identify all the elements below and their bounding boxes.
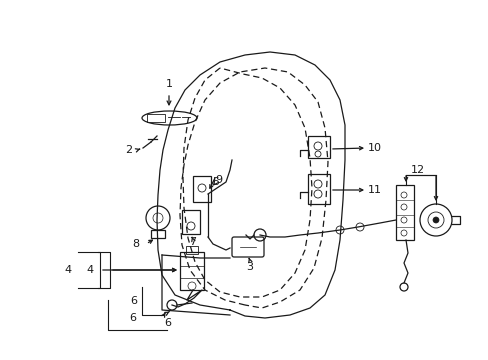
Text: 4: 4: [64, 265, 71, 275]
Bar: [151, 230, 164, 238]
Text: 10: 10: [367, 143, 381, 153]
Circle shape: [432, 217, 438, 223]
Text: 5: 5: [212, 177, 219, 187]
Text: 6: 6: [130, 296, 137, 306]
Bar: [307, 174, 329, 204]
Bar: [395, 185, 413, 240]
Bar: [180, 252, 203, 290]
Bar: [193, 176, 210, 202]
Text: 6: 6: [129, 313, 136, 323]
Text: 7: 7: [189, 237, 196, 247]
Text: 2: 2: [125, 145, 132, 155]
Text: 4: 4: [86, 265, 93, 275]
Bar: [185, 246, 198, 254]
Text: 11: 11: [367, 185, 381, 195]
Text: 8: 8: [132, 239, 139, 249]
Bar: [307, 136, 329, 158]
Text: 9: 9: [215, 175, 222, 185]
Text: 1: 1: [165, 79, 172, 89]
Text: 3: 3: [246, 262, 253, 272]
Text: 6: 6: [164, 318, 171, 328]
Text: 12: 12: [410, 165, 424, 175]
Bar: [182, 210, 200, 234]
Bar: [147, 114, 164, 122]
